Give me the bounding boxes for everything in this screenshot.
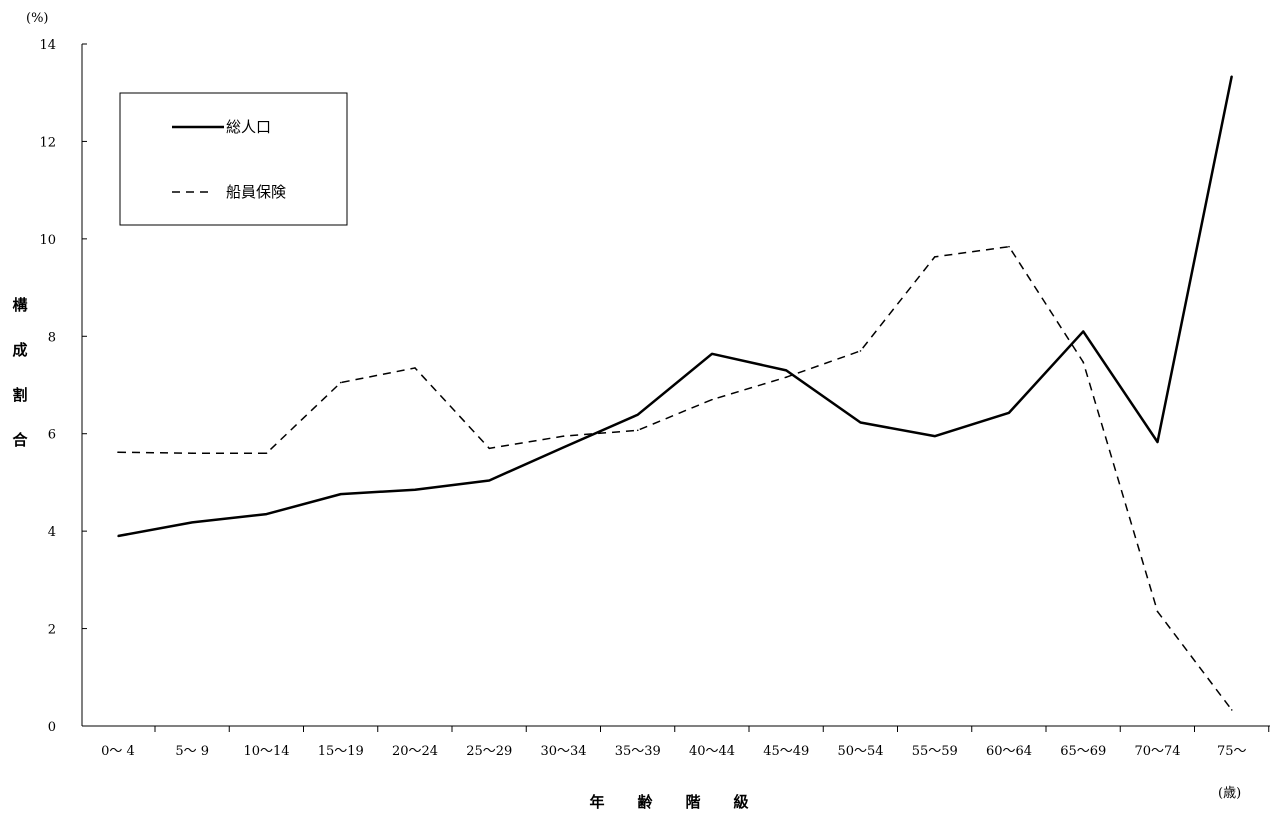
data-point	[562, 446, 565, 449]
legend-entry-total-population: 総人口	[226, 118, 271, 136]
data-point	[785, 369, 788, 372]
x-tick-label: 65〜69	[1060, 744, 1106, 759]
y-tick-label: 8	[48, 330, 56, 345]
y-tick-label: 2	[48, 623, 56, 638]
data-point	[933, 256, 936, 258]
data-point	[1082, 361, 1085, 363]
data-point	[265, 452, 268, 455]
y-tick-label: 0	[48, 720, 56, 735]
y-axis-label: 構成割合	[11, 296, 28, 449]
series-line-1	[117, 245, 1233, 711]
data-point	[488, 479, 491, 482]
data-point	[191, 521, 194, 524]
data-point	[636, 413, 639, 416]
y-unit-label: (%)	[26, 11, 49, 26]
x-axis-label: 年齢階級	[589, 793, 748, 811]
legend-box	[119, 92, 348, 226]
x-tick-label: 70〜74	[1134, 744, 1180, 759]
data-point	[339, 493, 342, 495]
x-tick-label: 0〜 4	[101, 744, 135, 759]
legend: 総人口 船員保険	[119, 92, 348, 226]
data-point	[636, 429, 639, 432]
data-point	[339, 381, 342, 384]
y-tick-label: 14	[39, 38, 56, 53]
data-point	[1008, 245, 1010, 248]
data-point	[933, 435, 936, 437]
data-point	[1156, 441, 1159, 443]
data-point	[414, 367, 416, 369]
x-tick-label: 40〜44	[689, 744, 735, 759]
x-axis: 0〜 4 5〜 9 10〜14 15〜19 20〜24 25〜29 30〜34 35〜39 40…	[82, 725, 1270, 759]
data-point	[117, 535, 119, 537]
data-point	[265, 513, 268, 515]
x-tick-label: 20〜24	[392, 744, 438, 759]
y-tick-label: 4	[48, 525, 56, 540]
data-point	[414, 488, 416, 491]
data-point	[711, 353, 713, 355]
data-point	[859, 350, 862, 352]
data-point	[785, 376, 788, 379]
data-point	[562, 435, 565, 437]
x-tick-label: 30〜34	[540, 744, 586, 759]
y-tick-label: 10	[39, 233, 56, 248]
x-tick-label: 50〜54	[837, 744, 883, 759]
y-tick-label: 12	[39, 135, 56, 150]
x-tick-label: 25〜29	[466, 744, 512, 759]
x-tick-label: 60〜64	[986, 744, 1032, 759]
data-point	[1230, 75, 1233, 77]
x-tick-label: 35〜39	[615, 744, 661, 759]
series-line-0	[117, 75, 1233, 538]
x-tick-label: 55〜59	[912, 744, 958, 759]
x-tick-label: 10〜14	[243, 744, 289, 759]
data-point	[859, 421, 862, 424]
data-point	[1230, 709, 1233, 711]
x-tick-label: 75〜	[1217, 744, 1247, 759]
y-tick-label: 6	[48, 428, 56, 443]
data-point	[117, 451, 119, 454]
series-layer	[117, 75, 1233, 711]
data-point	[1082, 330, 1085, 333]
data-point	[488, 447, 491, 450]
data-point	[1156, 610, 1159, 613]
data-point	[191, 452, 194, 455]
data-point	[1008, 411, 1010, 414]
x-tick-label: 45〜49	[763, 744, 809, 759]
legend-entry-seamen-insurance: 船員保険	[226, 183, 286, 201]
y-axis: 0 2 4 6 8 10 12 14	[39, 38, 87, 735]
data-point	[711, 398, 713, 401]
x-tick-label: 15〜19	[318, 744, 364, 759]
x-unit-label: (歳)	[1218, 786, 1241, 801]
x-tick-label: 5〜 9	[175, 744, 209, 759]
